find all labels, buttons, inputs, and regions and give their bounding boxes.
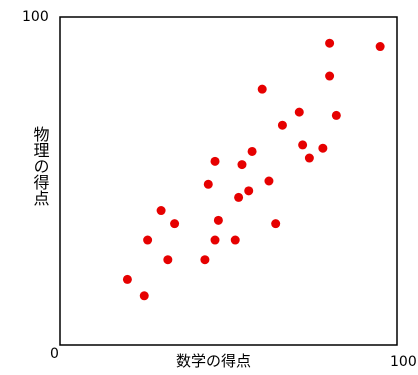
data-point-16 bbox=[247, 146, 257, 156]
data-point-17 bbox=[257, 84, 267, 94]
origin-tick-label: 0 bbox=[50, 346, 59, 362]
data-point-28 bbox=[375, 42, 385, 52]
data-point-3 bbox=[143, 235, 153, 245]
data-point-12 bbox=[230, 235, 240, 245]
data-point-15 bbox=[244, 186, 254, 196]
data-point-7 bbox=[200, 255, 210, 265]
data-point-1 bbox=[122, 274, 132, 284]
data-point-2 bbox=[139, 291, 149, 301]
data-point-6 bbox=[170, 219, 180, 229]
data-point-24 bbox=[318, 143, 328, 153]
data-point-22 bbox=[298, 140, 308, 150]
data-point-13 bbox=[234, 192, 244, 202]
data-point-21 bbox=[294, 107, 304, 117]
data-point-26 bbox=[325, 71, 335, 81]
data-point-19 bbox=[271, 219, 281, 229]
data-point-9 bbox=[210, 156, 220, 166]
data-point-20 bbox=[277, 120, 287, 130]
data-point-18 bbox=[264, 176, 274, 186]
data-point-11 bbox=[213, 215, 223, 225]
y-axis-label: 物理の得点 bbox=[30, 126, 50, 206]
data-point-27 bbox=[331, 110, 341, 120]
data-point-5 bbox=[163, 255, 173, 265]
data-point-14 bbox=[237, 160, 247, 170]
y-tick-label-max: 100 bbox=[22, 9, 49, 25]
data-point-10 bbox=[210, 235, 220, 245]
data-point-4 bbox=[156, 206, 166, 216]
x-axis-label: 数学の得点 bbox=[176, 352, 252, 370]
data-point-8 bbox=[203, 179, 213, 189]
data-point-23 bbox=[304, 153, 314, 163]
x-tick-label-max: 100 bbox=[390, 354, 417, 370]
plot-frame bbox=[59, 16, 398, 346]
data-point-25 bbox=[325, 38, 335, 48]
